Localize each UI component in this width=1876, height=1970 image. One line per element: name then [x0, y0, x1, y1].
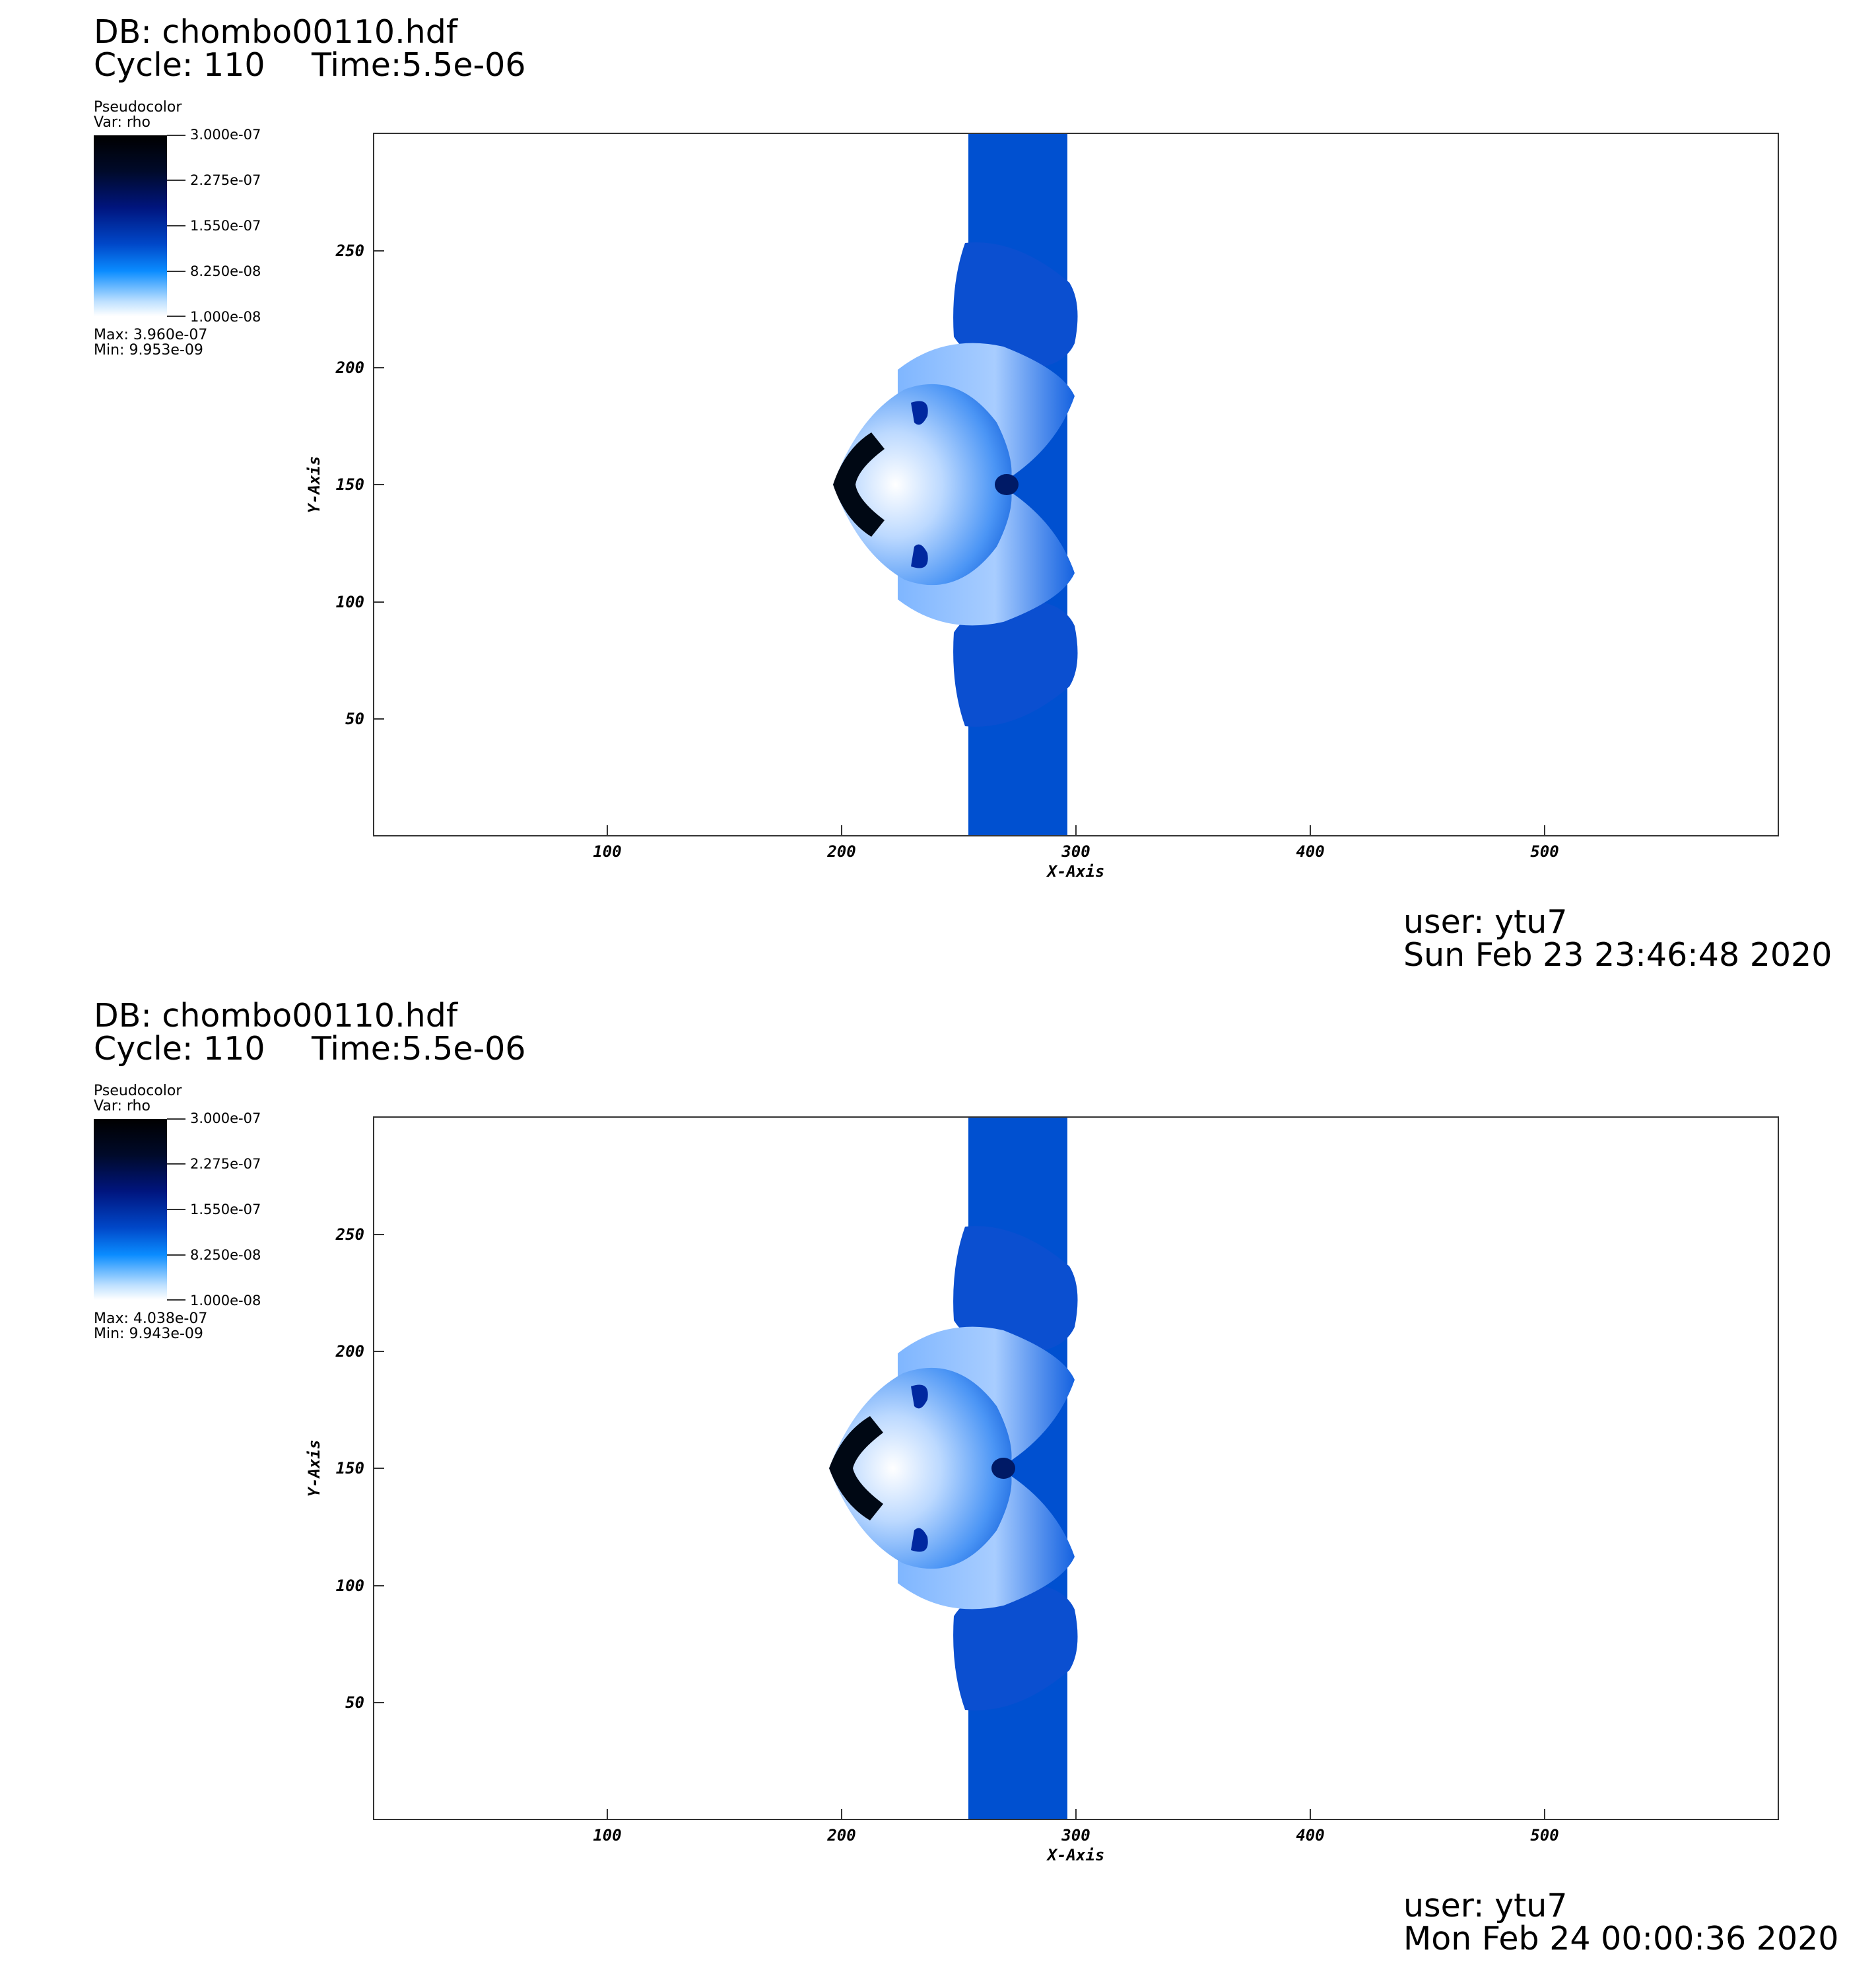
legend-title: Pseudocolor: [94, 1083, 182, 1099]
colorbar-tick: [167, 1209, 185, 1210]
upper-vortex: [911, 401, 928, 425]
density-plot: 100 200 300 400 500 X-Axis 50 100 150 20…: [305, 133, 1779, 881]
legend-variable: Var: rho: [94, 1098, 151, 1114]
user-label: user: ytu7: [1403, 1887, 1568, 1924]
shock-front: [829, 1416, 883, 1520]
bubble-core: [833, 384, 1012, 586]
upper-lobe: [953, 1226, 1078, 1353]
density-field: [833, 133, 1078, 836]
colorbar-label: 2.275e-07: [190, 172, 261, 188]
colorbar-label: 1.000e-08: [190, 309, 261, 325]
lower-lobe: [953, 1583, 1078, 1711]
colorbar-tick: [167, 316, 185, 317]
density-plot: 100 200 300 400 500 X-Axis 50 100 150 20…: [305, 1116, 1779, 1864]
lower-vortex: [911, 544, 928, 568]
lower-lobe: [953, 599, 1078, 727]
y-axis-ticks: [374, 250, 384, 720]
colorbar-label: 2.275e-07: [190, 1156, 261, 1172]
x-tick-label: 200: [826, 1826, 855, 1845]
colorbar-tick: [167, 271, 185, 272]
y-axis-label: Y-Axis: [305, 1440, 323, 1497]
colorbar-label: 1.550e-07: [190, 1202, 261, 1217]
x-tick-label: 100: [593, 1826, 621, 1845]
lower-vortex: [911, 1528, 928, 1552]
colorbar-tick: [167, 225, 185, 226]
upper-lobe: [953, 242, 1078, 370]
center-knot: [991, 1458, 1015, 1479]
legend-max: Max: 3.960e-07: [94, 327, 208, 343]
colorbar-label: 1.550e-07: [190, 218, 261, 234]
database-label: DB: chombo00110.hdf: [94, 13, 458, 51]
x-axis-label: X-Axis: [1046, 862, 1105, 881]
x-tick-label: 100: [593, 842, 621, 861]
x-tick-label: 200: [826, 842, 855, 861]
legend-min: Min: 9.943e-09: [94, 1326, 203, 1342]
y-tick-label: 250: [335, 1225, 364, 1244]
x-axis-label: X-Axis: [1046, 1846, 1105, 1864]
colorbar: [94, 135, 167, 316]
legend-variable: Var: rho: [94, 114, 151, 131]
colorbar-tick: [167, 1299, 185, 1301]
date-label: Sun Feb 23 23:46:48 2020: [1403, 936, 1832, 974]
x-tick-label: 400: [1296, 842, 1324, 861]
database-label: DB: chombo00110.hdf: [94, 997, 458, 1035]
center-knot: [995, 474, 1019, 495]
colorbar: [94, 1119, 167, 1300]
x-tick-label: 400: [1296, 1826, 1324, 1845]
legend-title: Pseudocolor: [94, 99, 182, 116]
time-label: Time:5.5e-06: [312, 1030, 526, 1068]
colorbar-label: 8.250e-08: [190, 263, 261, 279]
user-label: user: ytu7: [1403, 903, 1568, 941]
y-axis-ticks: [374, 1234, 384, 1703]
y-tick-label: 200: [335, 1342, 364, 1361]
legend-max: Max: 4.038e-07: [94, 1310, 208, 1327]
cycle-label: Cycle: 110: [94, 46, 265, 84]
colorbar-label: 8.250e-08: [190, 1247, 261, 1263]
colorbar-tick: [167, 1254, 185, 1256]
y-tick-label: 100: [336, 1577, 364, 1595]
y-tick-label: 50: [345, 710, 364, 728]
bubble-core: [829, 1367, 1012, 1569]
plot-panel-1: DB: chombo00110.hdf Cycle: 110 Time:5.5e…: [0, 0, 1876, 984]
y-tick-label: 50: [345, 1693, 364, 1712]
cycle-label: Cycle: 110: [94, 1030, 265, 1068]
y-tick-label: 200: [335, 358, 364, 377]
shock-front: [833, 432, 885, 537]
colorbar-tick: [167, 1163, 185, 1165]
date-label: Mon Feb 24 00:00:36 2020: [1403, 1920, 1839, 1957]
x-tick-label: 300: [1061, 1826, 1090, 1845]
x-tick-label: 300: [1061, 842, 1090, 861]
x-axis-ticks: [607, 1809, 1545, 1819]
colorbar-label: 3.000e-07: [190, 1110, 261, 1126]
y-axis-label: Y-Axis: [305, 456, 323, 514]
density-field: [829, 1117, 1078, 1819]
colorbar-tick: [167, 1118, 185, 1120]
colorbar-label: 1.000e-08: [190, 1293, 261, 1308]
plot-area: [374, 133, 1778, 836]
y-tick-label: 250: [335, 242, 364, 260]
legend-min: Min: 9.953e-09: [94, 342, 203, 358]
upper-vortex: [911, 1384, 928, 1409]
y-tick-label: 100: [336, 593, 364, 611]
plot-panel-2: DB: chombo00110.hdf Cycle: 110 Time:5.5e…: [0, 984, 1876, 1967]
colorbar-tick: [167, 135, 185, 136]
x-tick-label: 500: [1530, 1826, 1558, 1845]
x-axis-ticks: [607, 825, 1545, 836]
x-tick-label: 500: [1530, 842, 1558, 861]
colorbar-tick: [167, 180, 185, 181]
y-tick-label: 150: [336, 475, 364, 494]
y-tick-label: 150: [336, 1459, 364, 1478]
colorbar-label: 3.000e-07: [190, 127, 261, 143]
plot-area: [374, 1117, 1778, 1819]
time-label: Time:5.5e-06: [312, 46, 526, 84]
